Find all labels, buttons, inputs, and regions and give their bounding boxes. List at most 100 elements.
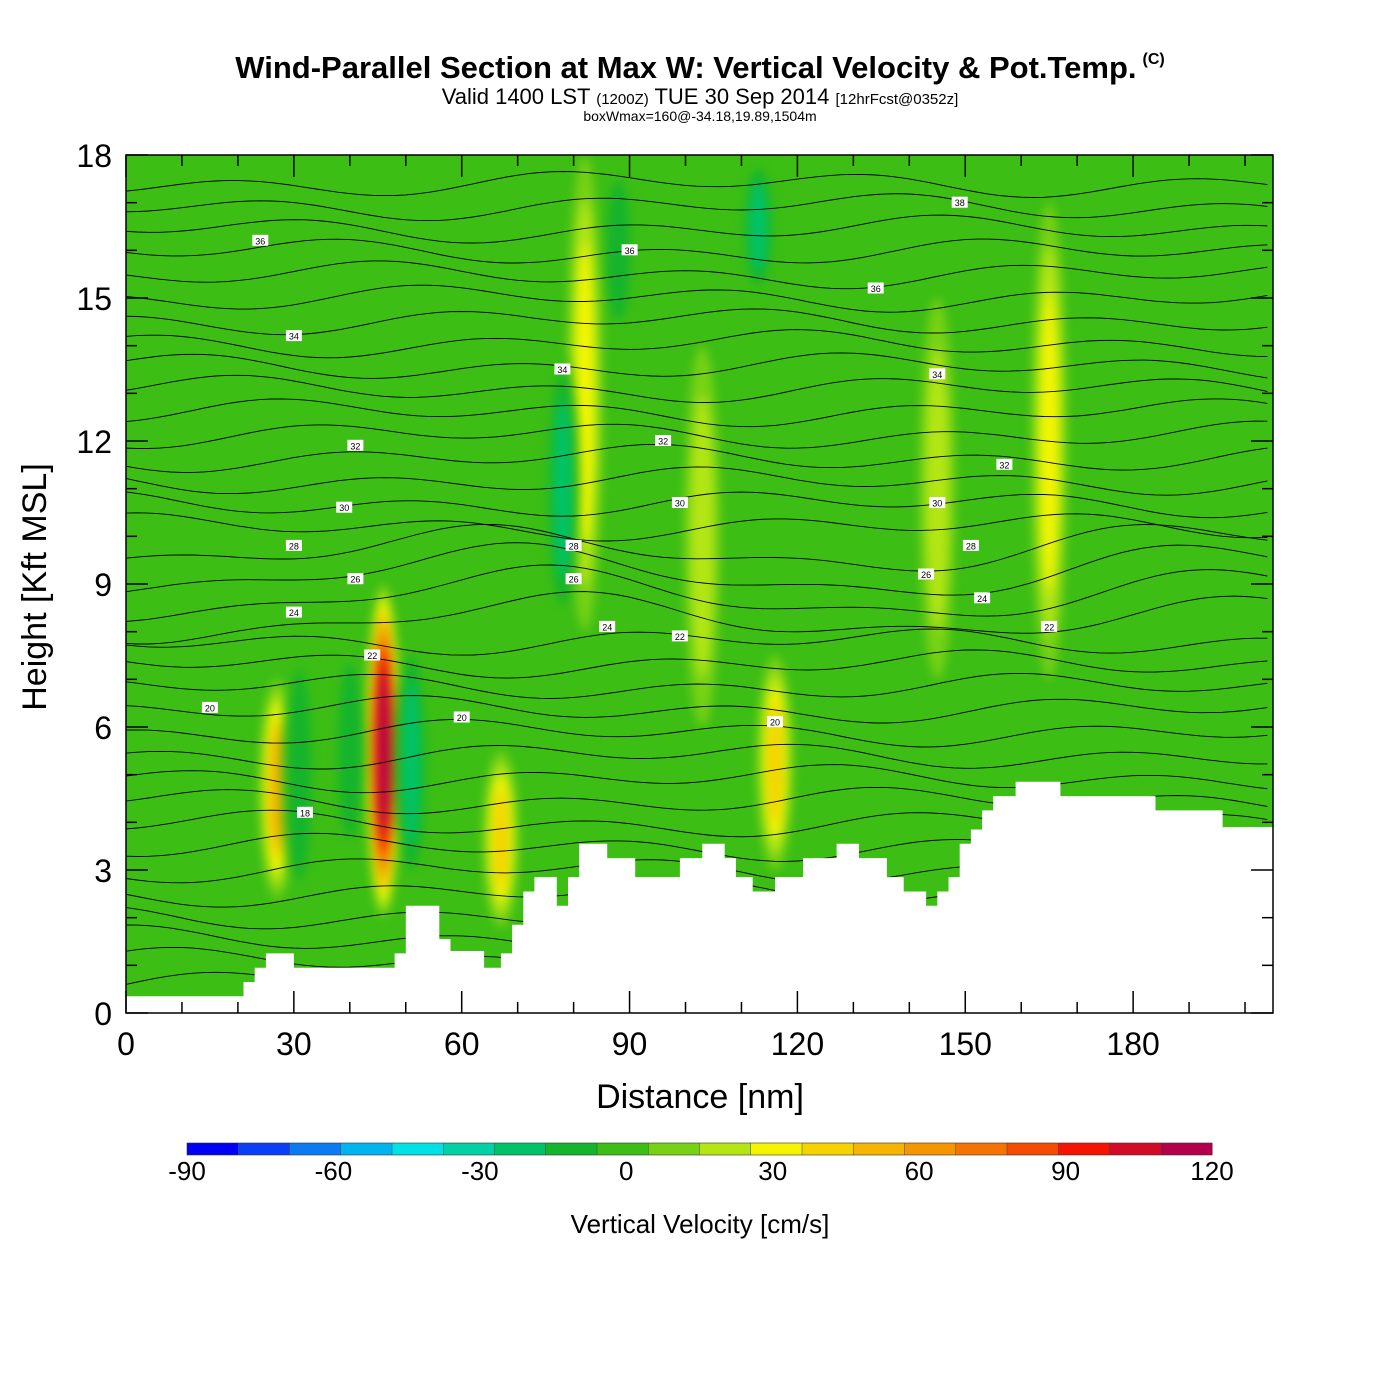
theta-label: 34 bbox=[285, 330, 302, 342]
isentrope-line bbox=[126, 466, 1268, 496]
vv-band-2-3 bbox=[493, 789, 509, 889]
forecast-info: [12hrFcst@0352z] bbox=[835, 91, 959, 108]
vv-band-9-1 bbox=[338, 662, 362, 840]
theta-label-text: 26 bbox=[350, 575, 360, 585]
y-tick-label: 12 bbox=[76, 424, 112, 460]
isentrope-line bbox=[126, 591, 1268, 645]
colorbar-swatch bbox=[289, 1143, 342, 1155]
isentrope-line bbox=[126, 718, 1268, 748]
theta-label-text: 24 bbox=[977, 594, 987, 604]
y-tick-label: 9 bbox=[94, 567, 112, 603]
vv-band-11-2 bbox=[553, 398, 572, 579]
x-tick-label: 0 bbox=[117, 1026, 135, 1062]
colorbar-swatch bbox=[648, 1143, 700, 1155]
theta-label: 22 bbox=[1041, 620, 1058, 632]
theta-label-text: 38 bbox=[955, 198, 965, 208]
y-tick-label: 3 bbox=[94, 853, 112, 889]
colorbar-swatch bbox=[955, 1143, 1008, 1155]
vv-band-0-11 bbox=[379, 679, 388, 823]
colorbar-swatch bbox=[1007, 1143, 1059, 1155]
x-tick-label: 150 bbox=[939, 1026, 992, 1062]
isentrope-line bbox=[126, 193, 1268, 222]
colorbar-swatch bbox=[699, 1143, 752, 1155]
theta-label: 28 bbox=[962, 539, 979, 551]
theta-label-text: 28 bbox=[966, 541, 976, 551]
colorbar-swatch bbox=[340, 1143, 393, 1155]
vv-band-13-1 bbox=[606, 179, 630, 321]
chart-subtitle: Valid 1400 LST (1200Z) TUE 30 Sep 2014 [… bbox=[0, 84, 1400, 110]
y-axis-label: Height [Kft MSL] bbox=[16, 463, 54, 711]
isentrope-line bbox=[126, 649, 1268, 679]
theta-label: 28 bbox=[285, 539, 302, 551]
chart-title: Wind-Parallel Section at Max W: Vertical… bbox=[0, 50, 1400, 86]
theta-label-text: 36 bbox=[255, 236, 265, 246]
theta-label: 22 bbox=[671, 630, 688, 642]
theta-label-text: 20 bbox=[770, 718, 780, 728]
isentrope-line bbox=[126, 743, 1268, 770]
colorbar-tick-label: 60 bbox=[905, 1156, 934, 1186]
isentrope-line bbox=[126, 672, 1268, 699]
valid-date: TUE 30 Sep 2014 bbox=[654, 84, 830, 109]
theta-label-text: 20 bbox=[457, 713, 467, 723]
theta-label: 30 bbox=[336, 501, 353, 513]
y-tick-label: 6 bbox=[94, 710, 112, 746]
y-tick-label: 18 bbox=[76, 138, 112, 174]
theta-label-text: 34 bbox=[557, 365, 567, 375]
vv-band-6-1 bbox=[690, 395, 714, 678]
box-info: boxWmax=160@-34.18,19.89,1504m bbox=[583, 108, 817, 124]
colorbar: -90 -60 -30 0 30 60 90 120 bbox=[168, 1142, 1234, 1186]
x-tick-label: 120 bbox=[771, 1026, 824, 1062]
theta-label-text: 24 bbox=[602, 622, 612, 632]
theta-label-text: 28 bbox=[289, 541, 299, 551]
title-text: Wind-Parallel Section at Max W: Vertical… bbox=[235, 50, 1137, 85]
theta-label-text: 22 bbox=[1044, 622, 1054, 632]
isentrope-line bbox=[126, 695, 1268, 724]
isentrope-line bbox=[126, 374, 1268, 403]
theta-label-text: 30 bbox=[339, 503, 349, 513]
colorbar-swatch bbox=[750, 1143, 803, 1155]
colorbar-tick-label: -30 bbox=[461, 1156, 499, 1186]
isentrope-line bbox=[126, 628, 1268, 656]
isentrope-line bbox=[126, 398, 1268, 428]
isentrope-line bbox=[126, 214, 1268, 244]
theta-label-text: 36 bbox=[871, 284, 881, 294]
vv-band-1-4 bbox=[270, 731, 284, 847]
isentrope-line bbox=[126, 238, 1268, 264]
theta-label: 24 bbox=[599, 620, 616, 632]
colorbar-tick-label: -90 bbox=[168, 1156, 206, 1186]
colorbar-tick-label: 0 bbox=[619, 1156, 633, 1186]
x-axis: 0 30 60 90 120 150 180 bbox=[117, 155, 1246, 1062]
theta-label-text: 32 bbox=[658, 437, 668, 447]
colorbar-swatch bbox=[1109, 1143, 1162, 1155]
isentrope-line bbox=[126, 329, 1268, 359]
colorbar-tick-label: -60 bbox=[315, 1156, 353, 1186]
x-tick-label: 180 bbox=[1106, 1026, 1159, 1062]
isentrope-line bbox=[126, 443, 1268, 473]
colorbar-label: Vertical Velocity [cm/s] bbox=[571, 1209, 830, 1239]
theta-label: 36 bbox=[621, 244, 638, 256]
vv-band-7-1 bbox=[925, 347, 949, 630]
theta-label: 18 bbox=[297, 806, 313, 818]
theta-label-text: 32 bbox=[350, 441, 360, 451]
isentrope-line bbox=[126, 171, 1268, 198]
x-axis-label: Distance [nm] bbox=[596, 1078, 804, 1116]
isentrope-line bbox=[126, 284, 1268, 313]
theta-label: 32 bbox=[996, 458, 1013, 470]
theta-label: 38 bbox=[951, 196, 968, 208]
theta-label-text: 32 bbox=[999, 460, 1009, 470]
isentrope-line bbox=[126, 764, 1268, 794]
colorbar-swatch bbox=[597, 1143, 649, 1155]
theta-label: 32 bbox=[347, 439, 364, 451]
colorbar-swatch bbox=[494, 1143, 547, 1155]
colorbar-swatch bbox=[1160, 1143, 1213, 1155]
colorbar-swatch bbox=[904, 1143, 957, 1155]
colorbar-swatch bbox=[392, 1143, 444, 1155]
colorbar-swatch bbox=[443, 1143, 495, 1155]
theta-label: 20 bbox=[767, 716, 783, 728]
theta-label: 20 bbox=[201, 701, 218, 713]
isentrope-line bbox=[126, 542, 1268, 596]
theta-label-text: 24 bbox=[289, 608, 299, 618]
theta-label-text: 28 bbox=[569, 541, 579, 551]
y-tick-label: 15 bbox=[76, 281, 112, 317]
